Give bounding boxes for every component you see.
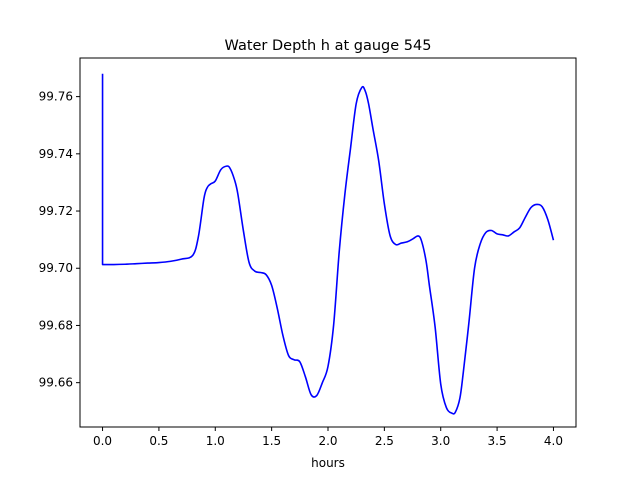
x-tick-label: 3.0 bbox=[431, 434, 450, 448]
y-tick-label: 99.66 bbox=[39, 376, 73, 390]
x-tick-label: 4.0 bbox=[544, 434, 563, 448]
x-tick-label: 1.0 bbox=[206, 434, 225, 448]
x-tick-label: 2.5 bbox=[375, 434, 394, 448]
chart-title: Water Depth h at gauge 545 bbox=[225, 38, 432, 54]
y-tick-label: 99.76 bbox=[39, 90, 73, 104]
x-tick-label: 3.5 bbox=[488, 434, 507, 448]
x-axis-label: hours bbox=[311, 456, 345, 470]
y-axis: 99.66 99.68 99.70 99.72 99.74 99.76 bbox=[39, 90, 80, 390]
x-tick-label: 2.0 bbox=[318, 434, 337, 448]
y-tick-label: 99.74 bbox=[39, 147, 73, 161]
series-line bbox=[101, 73, 555, 415]
y-tick-label: 99.68 bbox=[39, 318, 73, 332]
y-tick-label: 99.70 bbox=[39, 261, 73, 275]
x-tick-label: 1.5 bbox=[262, 434, 281, 448]
y-tick-label: 99.72 bbox=[39, 204, 73, 218]
x-tick-label: 0.0 bbox=[93, 434, 112, 448]
x-tick-label: 0.5 bbox=[149, 434, 168, 448]
x-axis: 0.0 0.5 1.0 1.5 2.0 2.5 3.0 3.5 4.0 bbox=[93, 427, 563, 448]
